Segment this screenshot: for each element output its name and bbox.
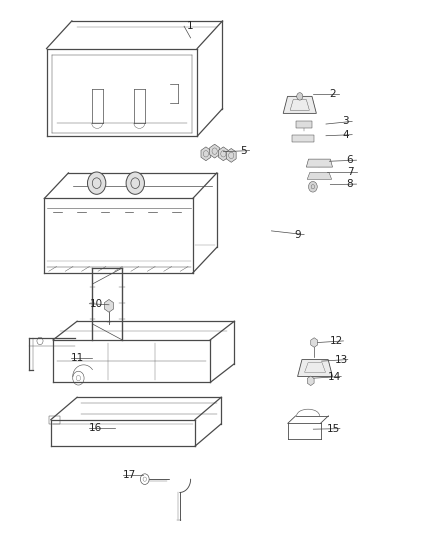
Text: 2: 2 [329, 88, 336, 99]
Text: 10: 10 [89, 298, 102, 309]
Circle shape [308, 181, 317, 192]
Text: 16: 16 [89, 423, 102, 433]
Polygon shape [306, 159, 332, 167]
Polygon shape [296, 122, 312, 128]
Text: 9: 9 [294, 230, 301, 240]
Circle shape [126, 172, 145, 195]
Polygon shape [297, 360, 332, 376]
Text: 14: 14 [328, 372, 341, 382]
Text: 12: 12 [330, 336, 343, 346]
Polygon shape [307, 172, 332, 179]
Circle shape [88, 172, 106, 195]
Circle shape [297, 93, 303, 100]
Polygon shape [104, 300, 113, 312]
Polygon shape [283, 96, 316, 114]
Polygon shape [201, 147, 211, 161]
Text: 1: 1 [187, 21, 194, 31]
Text: 4: 4 [343, 130, 349, 140]
Text: 15: 15 [327, 424, 340, 434]
Text: 7: 7 [346, 167, 353, 177]
Text: 3: 3 [343, 116, 349, 126]
Text: 8: 8 [346, 179, 353, 189]
Polygon shape [292, 135, 314, 142]
Polygon shape [219, 147, 228, 161]
Text: 17: 17 [124, 471, 137, 480]
Text: 5: 5 [240, 146, 246, 156]
Polygon shape [226, 149, 236, 163]
Text: 13: 13 [335, 354, 348, 365]
Polygon shape [311, 338, 318, 348]
Polygon shape [307, 376, 314, 385]
Polygon shape [210, 144, 219, 158]
Text: 11: 11 [71, 353, 84, 363]
Text: 6: 6 [346, 155, 353, 165]
